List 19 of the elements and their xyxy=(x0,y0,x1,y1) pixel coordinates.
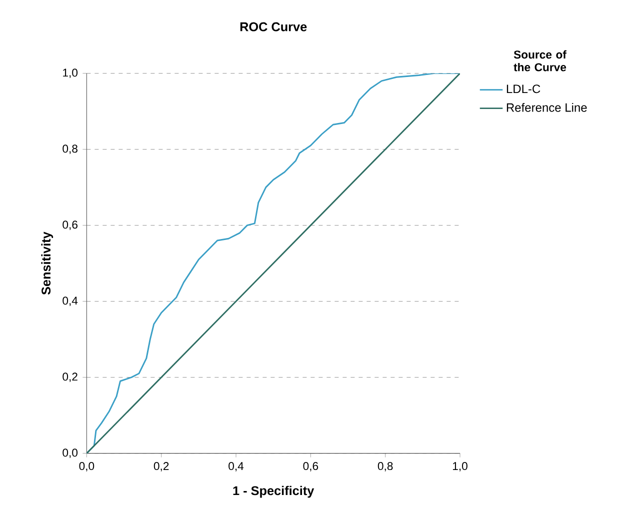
y-tick-label: 0,0 xyxy=(62,448,78,458)
line-series xyxy=(86,73,460,454)
y-axis-title: Sensitivity xyxy=(41,232,54,295)
legend-label: Reference Line xyxy=(506,102,587,112)
x-tick-label: 0,0 xyxy=(79,462,94,472)
y-tick-label: 1,0 xyxy=(63,68,78,78)
x-tick-label: 1,0 xyxy=(452,462,468,472)
legend-label: LDL-C xyxy=(506,84,540,94)
y-tick-label: 0,8 xyxy=(62,144,78,154)
x-tick-label: 0,6 xyxy=(303,462,318,472)
x-axis-title: 1 - Specificity xyxy=(233,486,314,498)
legend-title: Source of the Curve xyxy=(514,50,566,72)
y-tick-label: 0,4 xyxy=(62,296,78,306)
y-tick-label: 0,6 xyxy=(62,220,78,230)
x-tick-label: 0,4 xyxy=(228,462,244,472)
x-tick-label: 0,8 xyxy=(378,462,393,472)
chart-title: ROC Curve xyxy=(240,22,307,32)
y-tick-label: 0,2 xyxy=(62,372,78,382)
x-tick-label: 0,2 xyxy=(154,462,169,472)
